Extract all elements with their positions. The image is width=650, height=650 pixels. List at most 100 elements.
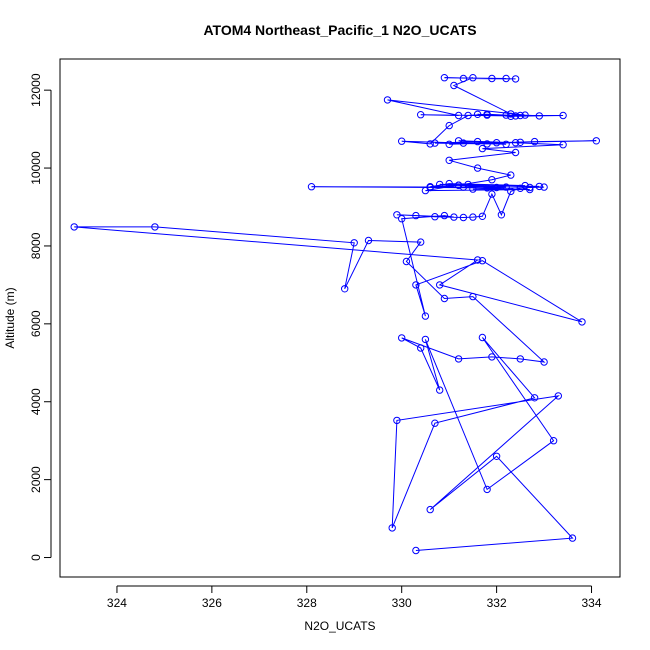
data-point [464, 111, 472, 120]
y-tick-label: 0 [29, 554, 43, 561]
data-point [530, 394, 539, 402]
data-point [507, 171, 515, 179]
data-point [478, 257, 487, 265]
data-point [473, 256, 482, 264]
data-point [436, 281, 444, 289]
data-point [350, 239, 358, 247]
data-point [445, 121, 453, 130]
data-point [426, 505, 434, 514]
data-point [521, 111, 529, 119]
data-point [412, 546, 420, 555]
data-point [459, 74, 468, 83]
x-tick-label: 328 [297, 596, 317, 610]
data-point [511, 112, 520, 120]
x-tick-label: 324 [107, 596, 127, 610]
x-tick-label: 332 [487, 596, 507, 610]
y-axis-label: Altitude (m) [3, 287, 17, 348]
data-point [469, 74, 477, 82]
data-point [454, 181, 463, 189]
data-point [307, 183, 316, 191]
data-point [70, 223, 78, 231]
data-point [502, 111, 510, 119]
data-point [445, 140, 453, 149]
data-point [440, 294, 449, 303]
data-point [478, 144, 487, 153]
data-point [473, 110, 482, 119]
data-point [450, 213, 458, 221]
y-tick-label: 10000 [29, 151, 43, 185]
data-point [507, 110, 515, 118]
data-point [492, 452, 501, 460]
data-point [488, 176, 496, 184]
data-point [417, 111, 425, 119]
data-point [592, 137, 600, 145]
data-point [483, 111, 491, 119]
data-point [459, 183, 468, 191]
data-point [431, 139, 439, 147]
data-point [483, 485, 491, 494]
x-tick-label: 330 [392, 596, 412, 610]
data-point [516, 111, 524, 120]
data-point [436, 386, 444, 394]
data-point [454, 355, 463, 363]
series-line [74, 77, 597, 551]
data-point [426, 183, 434, 191]
data-point [454, 111, 463, 120]
data-point [530, 137, 539, 146]
data-point [469, 292, 477, 301]
data-point [388, 524, 396, 532]
data-point [440, 74, 449, 82]
data-point [473, 137, 482, 146]
data-point [559, 111, 567, 120]
data-point [511, 75, 520, 83]
data-point [398, 215, 406, 223]
data-point [540, 358, 548, 366]
data-point [502, 74, 510, 83]
data-point [511, 148, 520, 157]
data-point [473, 164, 482, 172]
data-points [70, 74, 600, 555]
data-point [431, 213, 439, 221]
data-point [426, 140, 434, 148]
data-point [568, 534, 577, 542]
data-point [483, 184, 491, 192]
data-point [492, 139, 501, 147]
data-point [393, 211, 401, 219]
x-axis-label: N2O_UCATS [304, 619, 375, 633]
data-point [507, 187, 515, 196]
plot-frame [59, 58, 621, 578]
data-point [511, 139, 520, 147]
y-axis: 0 2000 4000 6000 8000 10000 12000 [29, 73, 52, 561]
y-tick-label: 2000 [29, 466, 43, 493]
y-tick-label: 12000 [29, 73, 43, 107]
data-point [483, 140, 491, 148]
data-point [540, 183, 548, 191]
y-tick-label: 6000 [29, 310, 43, 337]
data-point [412, 211, 420, 220]
data-point [440, 211, 449, 220]
data-point [488, 353, 496, 361]
data-point [521, 181, 529, 190]
data-point [526, 183, 534, 192]
data-point [393, 416, 401, 425]
data-point [450, 81, 458, 90]
data-point [417, 344, 425, 352]
data-point [341, 285, 349, 293]
data-point [364, 236, 373, 245]
data-point [526, 185, 534, 194]
data-point [559, 141, 567, 149]
data-point [398, 137, 406, 145]
data-point [402, 257, 411, 266]
data-point [478, 212, 487, 221]
data-point [516, 355, 524, 363]
data-point [417, 238, 425, 246]
data-point [436, 180, 444, 189]
data-point [398, 334, 406, 342]
data-point [459, 139, 468, 147]
data-point [478, 333, 487, 342]
data-point [421, 335, 430, 344]
data-point [445, 179, 453, 188]
y-tick-label: 4000 [29, 388, 43, 415]
x-tick-label: 334 [582, 596, 602, 610]
data-point [459, 213, 468, 222]
